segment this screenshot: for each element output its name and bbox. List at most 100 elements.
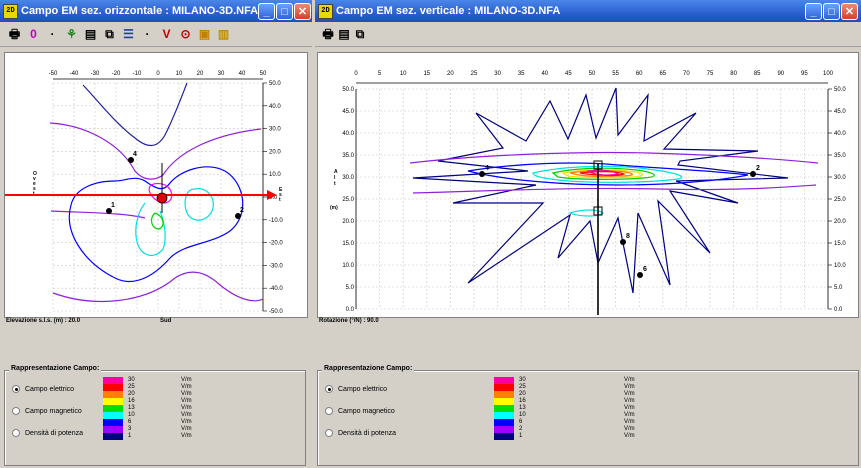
west-label: Ovest (33, 171, 37, 197)
y-tick-label: -20.0 (269, 241, 283, 247)
zero-icon[interactable]: 0 (30, 27, 37, 41)
contour-6 (467, 162, 749, 186)
x-tick-label: 30 (218, 71, 225, 77)
radio-dot[interactable] (325, 407, 333, 415)
radio-power-density[interactable]: Densità di potenza (325, 429, 396, 437)
radio-dot[interactable] (12, 429, 20, 437)
radio-dot[interactable] (12, 385, 20, 393)
legend-unit: V/m (624, 412, 635, 418)
y-tick-label-right: 5.0 (834, 285, 843, 291)
app-icon[interactable]: 2D (318, 4, 333, 19)
dot-icon[interactable]: · (50, 27, 55, 41)
maximize-button[interactable]: □ (823, 3, 840, 20)
window-title: Campo EM sez. orizzontale : MILANO-3D.NF… (21, 5, 259, 17)
tree-icon[interactable]: ⚘ (66, 27, 77, 41)
measure-point-label: 2 (756, 165, 760, 172)
minimize-button[interactable]: _ (258, 3, 275, 20)
v-icon[interactable]: V (162, 27, 171, 41)
contour-3c (52, 271, 264, 302)
y-tick-label-left: 30.0 (342, 175, 354, 181)
radio-magnetic-field[interactable]: Campo magnetico (325, 407, 395, 415)
vertical-plot-svg: 0 5 10 15 20 25 30 35 40 45 50 55 60 65 70 75 80 85 90 95 10… (330, 71, 846, 315)
print-icon[interactable]: 🖶 (8, 27, 21, 41)
contour-2b (412, 184, 817, 194)
bars-icon[interactable]: ▥ (217, 27, 230, 41)
title-bar[interactable]: 2D Campo EM sez. orizzontale : MILANO-3D… (0, 0, 312, 22)
contour-3b (50, 210, 146, 219)
legend-unit: V/m (624, 426, 635, 432)
radio-dot[interactable] (325, 429, 333, 437)
radio-electric-field[interactable]: Campo elettrico (325, 385, 387, 393)
x-tick-label: 85 (754, 71, 761, 77)
measure-point (128, 157, 134, 163)
x-tick-label: 100 (823, 71, 834, 77)
radio-label: Campo elettrico (338, 385, 388, 393)
dot-icon[interactable]: · (145, 27, 150, 41)
y-tick-label-right: 15.0 (834, 241, 846, 247)
legend-swatch (494, 391, 514, 398)
contour-30 (586, 169, 620, 176)
x-tick-label: 65 (659, 71, 666, 77)
radio-dot[interactable] (12, 407, 20, 415)
legend-value: 30 (128, 377, 135, 383)
layout-icon[interactable]: ▤ (338, 27, 350, 41)
radio-magnetic-field[interactable]: Campo magnetico (12, 407, 82, 415)
y-tick-label-right: 40.0 (834, 131, 846, 137)
toolbar: 🖶 ▤ ⧉ (315, 22, 861, 47)
legend-swatch (494, 377, 514, 384)
print-icon[interactable]: 🖶 (322, 27, 334, 41)
rotation-label: Rotazione (°/N) : 90.0 (319, 318, 379, 324)
legend-value: 16 (519, 398, 526, 404)
contour-10b (135, 202, 166, 256)
y-tick-label-right: 0.0 (834, 307, 843, 313)
x-tick-label: 75 (707, 71, 714, 77)
radio-electric-field[interactable]: Campo elettrico (12, 385, 74, 393)
legend-unit: V/m (181, 419, 192, 425)
source-marker (156, 192, 168, 204)
vertical-section-window: 2D Campo EM sez. verticale : MILANO-3D.N… (315, 0, 861, 468)
x-tick-label: -50 (49, 71, 58, 77)
y-tick-label-left: 5.0 (346, 285, 355, 291)
x-tick-label: -40 (70, 71, 79, 77)
maximize-button[interactable]: □ (276, 3, 293, 20)
legend-unit: V/m (181, 391, 192, 397)
legend-unit: V/m (181, 384, 192, 390)
contour-10b (568, 209, 604, 217)
app-icon[interactable]: 2D (3, 4, 18, 19)
x-tick-label: 55 (612, 71, 619, 77)
y-tick-label: 30.0 (269, 127, 281, 133)
contour-1 (82, 82, 188, 147)
unit-label: (m) (330, 205, 338, 211)
close-button[interactable]: ✕ (841, 3, 858, 20)
legend-unit: V/m (624, 391, 635, 397)
layout-icon[interactable]: ▤ (84, 27, 97, 41)
legend-unit: V/m (181, 405, 192, 411)
radio-dot[interactable] (325, 385, 333, 393)
x-tick-label: 15 (423, 71, 430, 77)
title-bar[interactable]: 2D Campo EM sez. verticale : MILANO-3D.N… (315, 0, 861, 22)
copy-icon[interactable]: ⧉ (355, 27, 365, 41)
y-tick-label-left: 15.0 (342, 241, 354, 247)
vertical-plot: 0 5 10 15 20 25 30 35 40 45 50 55 60 65 70 75 80 85 90 95 10… (317, 52, 859, 318)
radio-power-density[interactable]: Densità di potenza (12, 429, 83, 437)
contour-13 (150, 212, 164, 230)
legend-unit: V/m (624, 419, 635, 425)
list-icon[interactable]: ☰ (123, 27, 134, 41)
group-title: Rappresentazione Campo: (9, 365, 102, 372)
x-tick-label: 40 (541, 71, 548, 77)
source-marker (593, 160, 603, 170)
measure-point-label: 8 (626, 233, 630, 240)
legend-value: 6 (519, 419, 523, 425)
x-tick-label: 70 (683, 71, 690, 77)
legend-value: 3 (128, 426, 132, 432)
y-tick-label-right: 50.0 (834, 87, 846, 93)
legend-value: 20 (519, 391, 526, 397)
copy-icon[interactable]: ⧉ (105, 27, 114, 41)
minimize-button[interactable]: _ (805, 3, 822, 20)
close-button[interactable]: ✕ (294, 3, 311, 20)
y-tick-label-left: 25.0 (342, 197, 354, 203)
square-icon[interactable]: ▣ (198, 27, 211, 41)
target-icon[interactable]: ⊙ (180, 27, 191, 41)
horizontal-plot: -50 -40 -30 -20 -10 0 10 20 30 40 50 50.0 40.0 30.0 20… (4, 52, 308, 318)
legend-value: 2 (519, 426, 523, 432)
